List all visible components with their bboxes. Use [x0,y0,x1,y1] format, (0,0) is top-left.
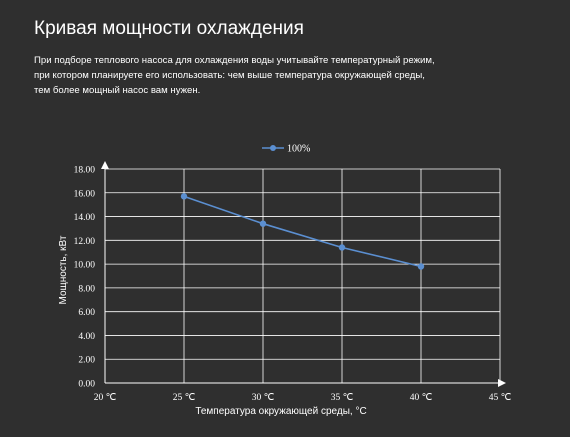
page-title: Кривая мощности охлаждения [34,18,304,39]
y-tick-label: 0.00 [78,380,95,390]
page-description: При подборе теплового насоса для охлажде… [34,53,554,98]
description-line: при котором планируете его использовать:… [34,70,425,81]
x-tick-label: 45 ℃ [489,393,512,403]
tick-labels: 0.00 2.00 4.00 6.00 8.00 10.00 12.00 14.00 16.00… [74,166,512,404]
x-tick-label: 20 ℃ [94,393,117,403]
data-point [417,263,425,270]
x-tick-label: 25 ℃ [173,393,196,403]
x-axis-label: Температура окружающей среды, °С [195,406,366,417]
y-tick-label: 2.00 [78,356,95,366]
legend: 100% [262,144,310,155]
x-tick-label: 35 ℃ [331,393,354,403]
data-point [259,220,267,227]
legend-marker-swatch [270,145,276,151]
grid [105,168,501,383]
description-line: При подборе теплового насоса для охлажде… [34,55,435,66]
description-line: тем более мощный насос вам нужен. [34,85,201,96]
y-tick-label: 16.00 [74,189,96,199]
legend-label: 100% [287,144,310,155]
y-tick-label: 10.00 [74,261,96,271]
y-tick-label: 4.00 [78,332,95,342]
x-tick-label: 40 ℃ [410,393,433,403]
x-axis-arrow [498,379,506,387]
y-tick-label: 14.00 [74,213,96,223]
y-tick-label: 12.00 [74,237,96,247]
y-tick-label: 6.00 [78,308,95,318]
data-point [180,193,188,200]
series-line [183,195,422,268]
y-axis-arrow [101,161,109,169]
y-tick-label: 18.00 [74,166,96,176]
data-point [338,244,346,251]
axes [101,161,506,387]
y-axis-label: Мощность, кВт [58,235,69,304]
y-tick-label: 8.00 [78,284,95,294]
series-100 [180,193,425,270]
x-tick-label: 30 ℃ [252,393,275,403]
